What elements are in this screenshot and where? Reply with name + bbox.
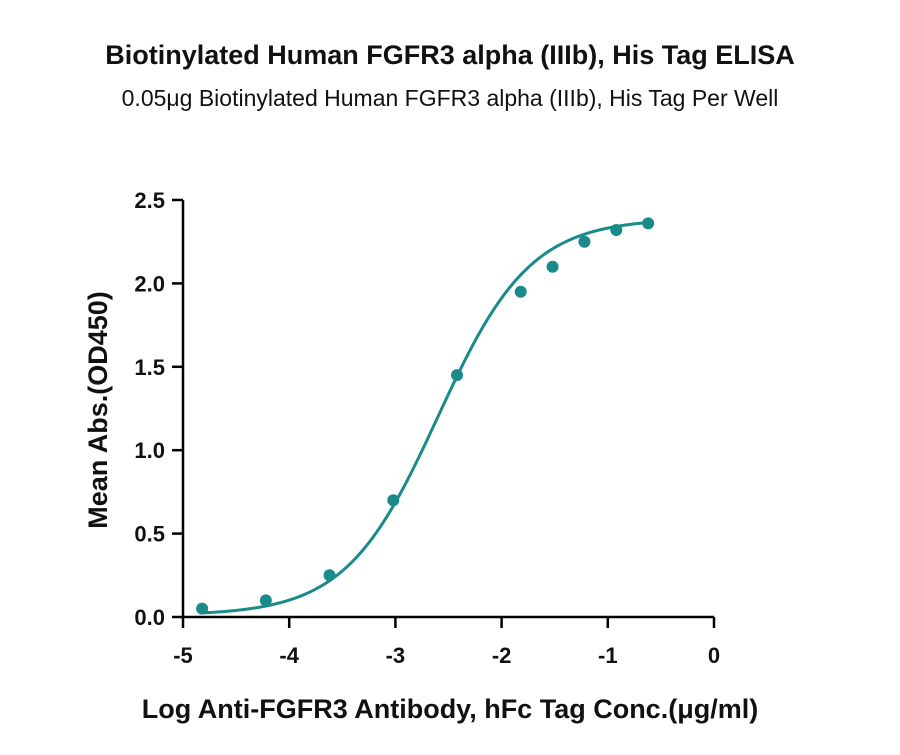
x-axis-label: Log Anti-FGFR3 Antibody, hFc Tag Conc.(μ… xyxy=(142,694,758,724)
y-tick-label: 0.0 xyxy=(134,605,165,630)
data-point xyxy=(259,594,272,607)
y-tick-label: 0.5 xyxy=(134,522,165,547)
data-point xyxy=(196,602,209,615)
data-points xyxy=(196,217,655,615)
x-tick-label: -3 xyxy=(386,643,406,668)
y-axis-ticks: 0.0 0.5 1.0 1.5 2.0 2.5 xyxy=(134,188,183,630)
chart-title: Biotinylated Human FGFR3 alpha (IIIb), H… xyxy=(105,40,795,70)
x-axis-ticks: -5 -4 -3 -2 -1 0 xyxy=(173,617,720,668)
y-tick-label: 2.5 xyxy=(134,188,165,213)
y-tick-label: 2.0 xyxy=(134,271,165,296)
data-point xyxy=(546,260,559,273)
x-tick-label: -4 xyxy=(279,643,299,668)
x-tick-label: 0 xyxy=(708,643,720,668)
data-point xyxy=(578,235,591,248)
data-point xyxy=(450,369,463,382)
y-tick-label: 1.5 xyxy=(134,355,165,380)
chart-subtitle: 0.05μg Biotinylated Human FGFR3 alpha (I… xyxy=(122,85,779,111)
data-point xyxy=(642,217,655,230)
x-tick-label: -2 xyxy=(492,643,512,668)
x-tick-label: -1 xyxy=(598,643,618,668)
x-tick-label: -5 xyxy=(173,643,193,668)
y-axis-label: Mean Abs.(OD450) xyxy=(83,291,113,529)
data-point xyxy=(323,569,336,582)
data-point xyxy=(514,285,527,298)
y-tick-label: 1.0 xyxy=(134,438,165,463)
data-point xyxy=(610,224,623,237)
fit-curve xyxy=(202,220,649,615)
data-point xyxy=(387,494,400,507)
